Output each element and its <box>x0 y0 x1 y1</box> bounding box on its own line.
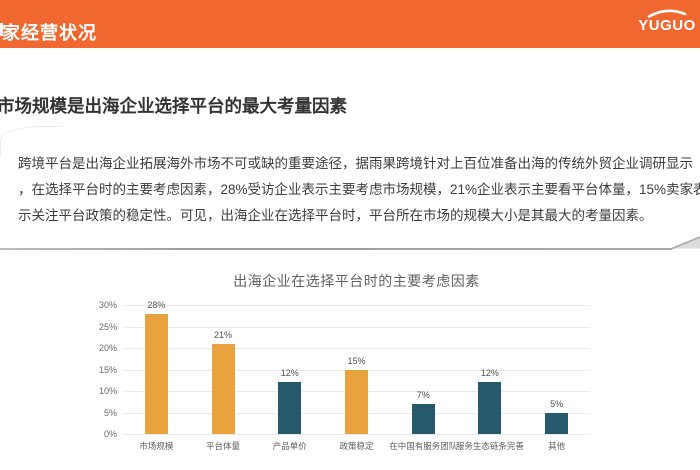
bar-value-label: 21% <box>214 329 233 340</box>
card-corner <box>0 126 63 157</box>
x-category-label: 其他 <box>548 441 566 451</box>
y-tick-label: 15% <box>98 364 117 375</box>
bar <box>278 382 302 434</box>
x-category-label: 政策稳定 <box>339 441 374 451</box>
gridline <box>123 326 590 328</box>
y-tick-label: 25% <box>98 321 117 332</box>
y-tick-label: 10% <box>98 386 117 396</box>
banner-title: 家经营状况 <box>2 23 97 43</box>
gridline <box>123 348 590 349</box>
logo-text: YUGUO <box>638 17 696 34</box>
x-category-label: 平台体量 <box>206 441 241 451</box>
page-corner-fold-icon <box>671 236 700 250</box>
y-tick-label: 0% <box>103 429 117 439</box>
bar <box>144 313 168 434</box>
logo-arc-icon <box>647 9 687 18</box>
bar-value-label: 15% <box>347 355 366 366</box>
bar <box>545 412 569 434</box>
x-category-label: 在中国有服务团队 <box>389 441 458 451</box>
page-bottom-edge <box>0 248 672 250</box>
gridline <box>123 434 590 435</box>
paragraph-line: 示关注平台政策的稳定性。可见，出海企业在选择平台时，平台所在市场的规模大小是其最… <box>18 208 653 223</box>
section-heading: 市场规模是出海企业选择平台的最大考量因素 <box>0 95 347 116</box>
paragraph-line: 跨境平台是出海企业拓展海外市场不可或缺的重要途径，据雨果跨境针对上百位准备出海的… <box>18 156 693 171</box>
bar-value-label: 5% <box>550 398 564 409</box>
y-tick-label: 5% <box>103 407 117 418</box>
bar <box>211 343 235 434</box>
clipped-glyph <box>0 23 3 36</box>
bar <box>478 382 502 434</box>
bar-value-label: 12% <box>280 368 299 379</box>
bar-value-label: 7% <box>416 389 430 400</box>
bar <box>411 403 435 434</box>
chart-title: 出海企业在选择平台时的主要考虑因素 <box>233 273 480 289</box>
report-paragraph: 跨境平台是出海企业拓展海外市场不可或缺的重要途径，据雨果跨境针对上百位准备出海的… <box>18 151 700 229</box>
bar-value-label: 28% <box>147 299 166 310</box>
report-banner: 家经营状况 YUGUO <box>0 0 700 48</box>
y-tick-label: 30% <box>98 300 117 310</box>
y-tick-label: 20% <box>98 343 117 353</box>
x-category-label: 产品单价 <box>272 441 307 451</box>
gridline <box>123 305 590 306</box>
x-category-label: 市场规模 <box>139 441 174 451</box>
paragraph-line: ，在选择平台时的主要考虑因素，28%受访企业表示主要考虑市场规模，21%企业表示… <box>18 182 700 197</box>
bar-value-label: 12% <box>480 368 499 379</box>
bar <box>345 369 368 434</box>
brand-logo: YUGUO <box>632 8 700 34</box>
x-category-label: 服务生态链条完善 <box>455 441 524 451</box>
